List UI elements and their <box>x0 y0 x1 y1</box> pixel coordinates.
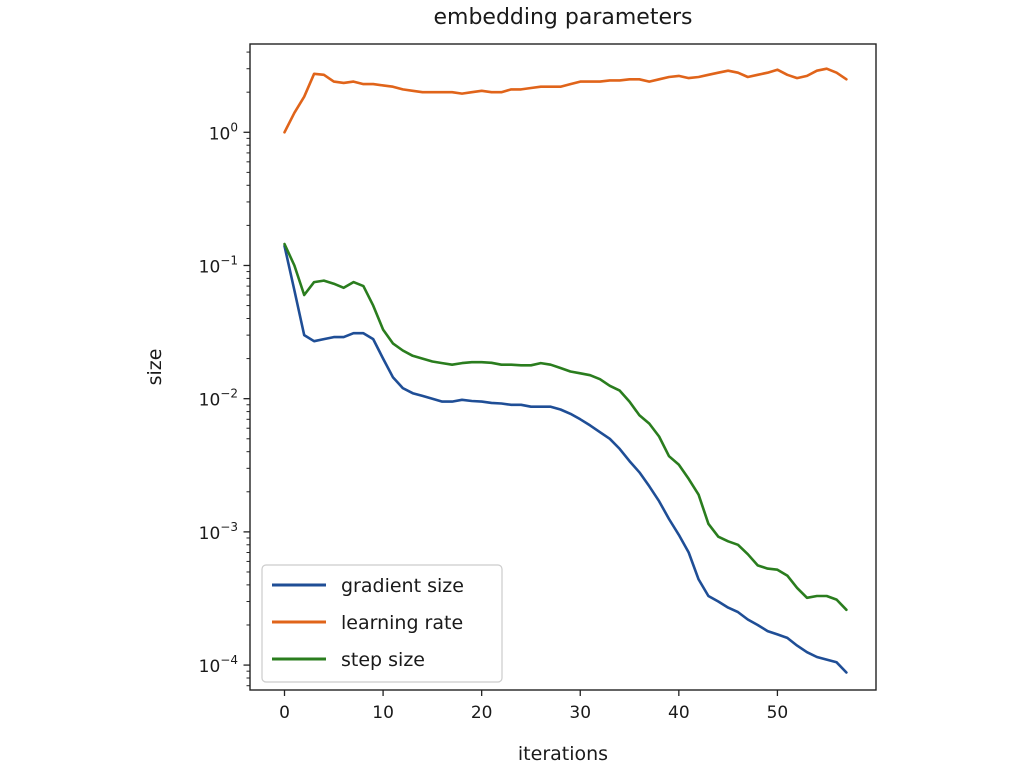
series-layer <box>283 67 848 674</box>
y-tick-label: 10−2 <box>199 387 238 411</box>
y-tick-base: 10 <box>199 257 221 277</box>
y-tick-exponent: −3 <box>220 520 238 534</box>
y-tick-label: 10−3 <box>199 520 238 544</box>
legend-label: learning rate <box>341 612 463 634</box>
legend-box <box>261 564 503 683</box>
y-tick-label: 10−1 <box>199 253 238 277</box>
series-line-0 <box>283 244 848 674</box>
y-tick-exponent: −2 <box>220 387 238 401</box>
y-tick-base: 10 <box>199 657 221 677</box>
series-line-2 <box>283 242 848 612</box>
y-tick-exponent: −1 <box>220 253 238 267</box>
legend-label: gradient size <box>341 575 464 597</box>
legend-label: step size <box>341 649 425 671</box>
x-axis: 0 10 20 30 40 50 <box>279 690 788 723</box>
legend: gradient size learning rate step size <box>261 564 503 683</box>
series-line-1 <box>283 67 848 134</box>
x-axis-title: iterations <box>518 743 608 765</box>
x-tick-label: 50 <box>767 703 789 723</box>
y-tick-exponent: 0 <box>230 120 238 134</box>
y-tick-base: 10 <box>199 524 221 544</box>
y-tick-exponent: −4 <box>220 653 238 667</box>
y-axis-title: size <box>144 349 166 386</box>
x-tick-label: 10 <box>372 703 394 723</box>
y-tick-label: 10−4 <box>199 653 238 677</box>
legend-entries: gradient size learning rate step size <box>272 575 464 671</box>
y-tick-base: 10 <box>199 391 221 411</box>
y-tick-label: 100 <box>209 120 238 144</box>
x-tick-label: 0 <box>279 703 290 723</box>
y-tick-base: 10 <box>209 124 231 144</box>
x-tick-label: 30 <box>569 703 591 723</box>
chart-title: embedding parameters <box>433 5 692 30</box>
x-tick-label: 40 <box>668 703 690 723</box>
x-tick-label: 20 <box>471 703 493 723</box>
